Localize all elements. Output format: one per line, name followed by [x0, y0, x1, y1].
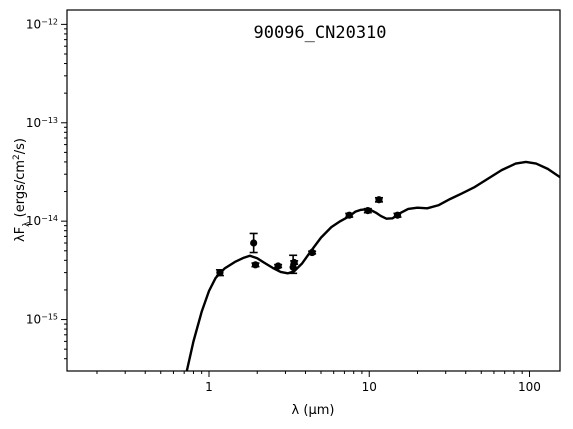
y-label-subscript: λ [22, 221, 32, 227]
y-tick-label: 10−15 [26, 312, 58, 327]
data-point [274, 262, 282, 270]
data-point [345, 211, 353, 219]
y-tick-label: 10−14 [26, 214, 58, 229]
y-tick-mantissa: 10 [26, 17, 41, 31]
data-point [250, 239, 258, 247]
x-tick-label: 100 [518, 380, 541, 394]
data-point [308, 248, 316, 257]
y-axis-label: λFλ (ergs/cm2/s) [12, 138, 32, 242]
plot-area [185, 160, 560, 371]
chart-title: 90096_CN20310 [253, 23, 386, 43]
y-tick-mantissa: 10 [26, 313, 41, 327]
y-tick-exponent: −15 [41, 312, 58, 321]
y-tick-exponent: −14 [41, 214, 58, 223]
data-point [251, 261, 260, 269]
y-tick-exponent: −13 [41, 115, 58, 124]
plot-frame [66, 9, 561, 372]
y-tick-label: 10−12 [26, 17, 58, 32]
x-axis-label: λ (μm) [292, 403, 335, 418]
data-point [375, 196, 383, 204]
data-point [216, 269, 224, 277]
model-sed-curve [185, 160, 560, 371]
x-tick-label: 1 [205, 380, 213, 394]
data-point [393, 211, 402, 219]
data-point [290, 258, 298, 267]
y-tick-mantissa: 10 [26, 214, 41, 228]
data-point [364, 207, 372, 215]
y-tick-exponent: −12 [41, 17, 58, 26]
x-tick-label: 10 [362, 380, 377, 394]
y-tick-label: 10−13 [26, 115, 58, 130]
x-axis-ticks: 1 10 100 [96, 371, 541, 394]
y-tick-mantissa: 10 [26, 116, 41, 130]
y-label-superscript: 2 [12, 154, 22, 160]
